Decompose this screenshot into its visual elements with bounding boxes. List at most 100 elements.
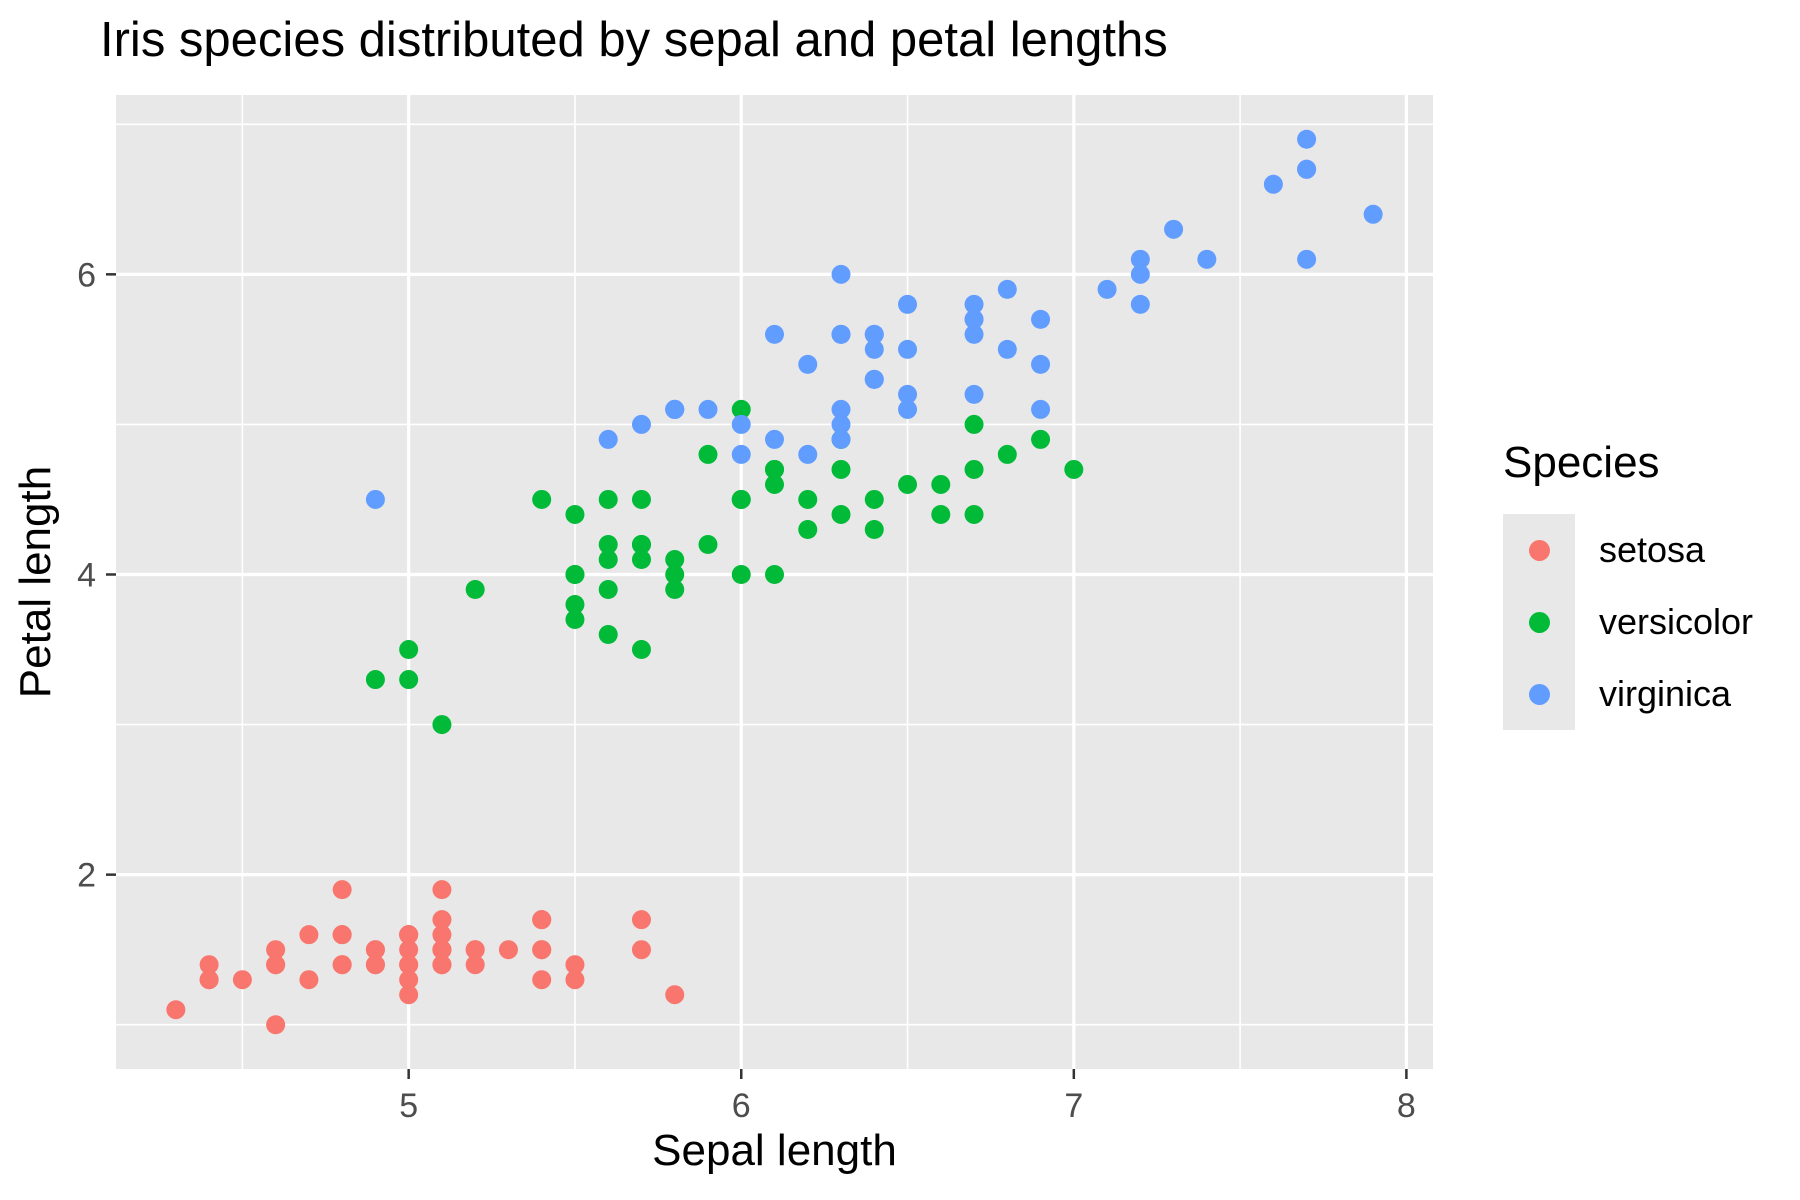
legend-item-label: virginica	[1599, 673, 1732, 714]
data-point-virginica	[731, 414, 751, 434]
legend-dot-icon	[1528, 539, 1550, 561]
data-point-setosa	[432, 955, 452, 975]
data-point-virginica	[698, 399, 718, 419]
y-axis-title-wrap: Petal length	[11, 95, 60, 1069]
data-point-virginica	[798, 354, 818, 374]
data-point-virginica	[898, 294, 918, 314]
data-point-virginica	[631, 414, 651, 434]
data-point-virginica	[1130, 264, 1150, 284]
legend: Species setosa versicolor virginica	[1503, 438, 1753, 730]
data-point-virginica	[1363, 204, 1383, 224]
data-point-versicolor	[631, 549, 651, 569]
chart-title: Iris species distributed by sepal and pe…	[100, 13, 1168, 67]
data-point-setosa	[399, 985, 419, 1005]
data-point-setosa	[266, 955, 286, 975]
legend-item-versicolor: versicolor	[1503, 586, 1753, 658]
x-axis-title: Sepal length	[652, 1126, 897, 1175]
data-point-setosa	[399, 925, 419, 945]
data-point-setosa	[532, 910, 552, 930]
data-point-setosa	[365, 955, 385, 975]
data-point-virginica	[1031, 399, 1051, 419]
data-point-virginica	[1263, 174, 1283, 194]
data-point-versicolor	[399, 670, 419, 690]
data-point-versicolor	[964, 504, 984, 524]
legend-item-label: setosa	[1599, 529, 1706, 570]
data-point-setosa	[266, 1015, 286, 1035]
data-point-virginica	[1297, 249, 1317, 269]
data-point-versicolor	[631, 489, 651, 509]
data-point-versicolor	[798, 519, 818, 539]
legend-item-virginica: virginica	[1503, 658, 1753, 730]
data-point-virginica	[997, 279, 1017, 299]
data-point-virginica	[864, 369, 884, 389]
x-tick-label: 5	[399, 1087, 418, 1125]
data-point-versicolor	[598, 549, 618, 569]
data-point-versicolor	[964, 459, 984, 479]
data-point-setosa	[199, 970, 219, 990]
data-point-versicolor	[665, 564, 685, 584]
data-point-virginica	[798, 444, 818, 464]
data-point-versicolor	[731, 489, 751, 509]
data-point-versicolor	[598, 580, 618, 600]
legend-dot-icon	[1528, 611, 1550, 633]
data-point-versicolor	[831, 504, 851, 524]
data-point-setosa	[299, 925, 319, 945]
data-point-virginica	[1297, 129, 1317, 149]
data-point-setosa	[631, 910, 651, 930]
y-axis-title: Petal length	[11, 465, 60, 699]
data-point-versicolor	[765, 564, 784, 584]
data-point-setosa	[332, 880, 352, 900]
data-point-setosa	[365, 940, 385, 960]
data-point-virginica	[864, 324, 884, 344]
data-point-setosa	[465, 955, 485, 975]
data-point-versicolor	[864, 489, 884, 509]
legend-title: Species	[1503, 438, 1660, 487]
data-point-virginica	[1297, 159, 1317, 179]
data-point-setosa	[498, 940, 518, 960]
legend-item-setosa: setosa	[1503, 514, 1753, 586]
data-point-versicolor	[565, 610, 585, 630]
data-point-virginica	[1097, 279, 1117, 299]
data-point-versicolor	[898, 474, 918, 494]
data-point-setosa	[399, 955, 419, 975]
legend-dot-icon	[1528, 683, 1550, 705]
data-point-setosa	[432, 940, 452, 960]
data-point-versicolor	[465, 580, 485, 600]
data-point-versicolor	[698, 534, 718, 554]
data-point-versicolor	[665, 549, 685, 569]
data-point-versicolor	[798, 489, 818, 509]
y-tick-label: 4	[77, 556, 96, 594]
data-point-virginica	[1031, 354, 1051, 374]
data-point-versicolor	[631, 640, 651, 660]
data-point-virginica	[1130, 249, 1150, 269]
data-point-virginica	[1031, 309, 1051, 329]
data-point-setosa	[232, 970, 252, 990]
data-point-versicolor	[1031, 429, 1051, 449]
data-point-setosa	[299, 970, 319, 990]
legend-key-box	[1503, 514, 1575, 586]
legend-key-box	[1503, 586, 1575, 658]
x-tick-label: 7	[1064, 1087, 1083, 1125]
data-point-virginica	[997, 339, 1017, 359]
data-point-virginica	[1197, 249, 1217, 269]
data-point-versicolor	[365, 670, 385, 690]
legend-items: setosa versicolor virginica	[1503, 514, 1753, 730]
data-point-versicolor	[931, 504, 951, 524]
x-tick-label: 8	[1397, 1087, 1416, 1125]
data-point-setosa	[565, 955, 585, 975]
data-point-virginica	[831, 399, 851, 419]
data-point-versicolor	[731, 399, 751, 419]
data-point-setosa	[532, 940, 552, 960]
data-point-setosa	[565, 970, 585, 990]
data-point-versicolor	[598, 625, 618, 645]
legend-item-label: versicolor	[1599, 601, 1754, 642]
data-point-virginica	[964, 294, 984, 314]
data-point-versicolor	[631, 534, 651, 554]
data-point-virginica	[864, 339, 884, 359]
data-point-virginica	[831, 324, 851, 344]
data-point-setosa	[399, 940, 419, 960]
data-point-setosa	[332, 925, 352, 945]
data-point-versicolor	[565, 504, 585, 524]
data-point-versicolor	[997, 444, 1017, 464]
data-point-setosa	[665, 985, 685, 1005]
